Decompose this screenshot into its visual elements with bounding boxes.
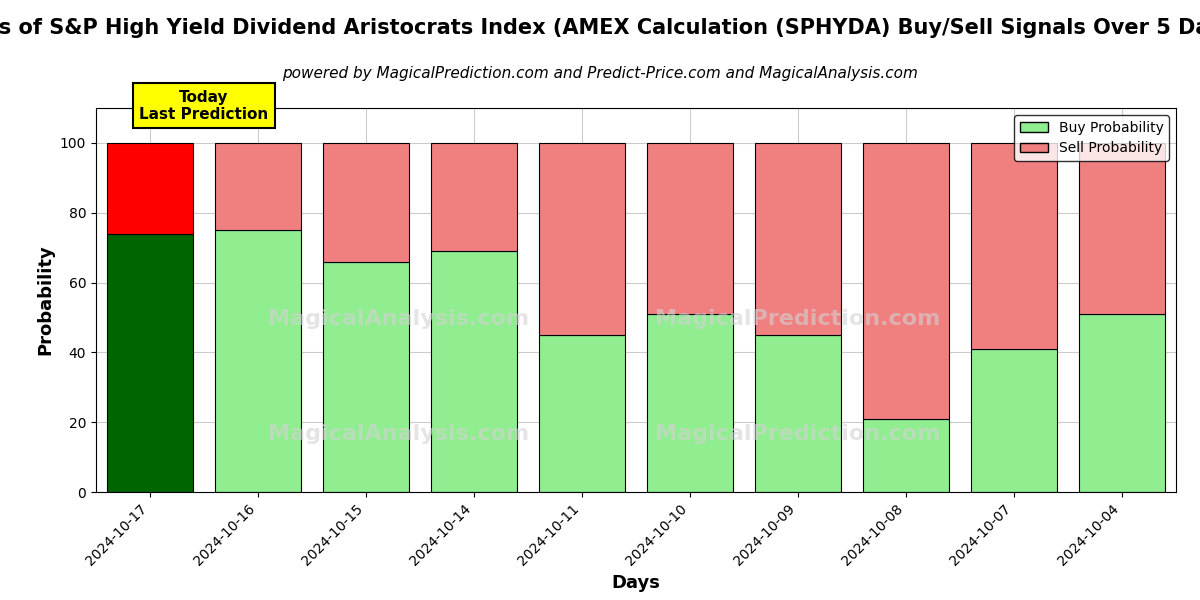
Bar bbox=[215, 230, 301, 492]
Legend: Buy Probability, Sell Probability: Buy Probability, Sell Probability bbox=[1014, 115, 1169, 161]
Text: MagicalPrediction.com: MagicalPrediction.com bbox=[655, 424, 941, 445]
Bar bbox=[431, 251, 517, 492]
Bar bbox=[755, 143, 841, 335]
Bar bbox=[755, 335, 841, 492]
Bar bbox=[215, 143, 301, 230]
X-axis label: Days: Days bbox=[612, 574, 660, 592]
Text: Today
Last Prediction: Today Last Prediction bbox=[139, 89, 269, 122]
Bar bbox=[1079, 143, 1165, 314]
Bar bbox=[431, 143, 517, 251]
Bar bbox=[539, 335, 625, 492]
Bar bbox=[107, 143, 193, 233]
Bar bbox=[647, 314, 733, 492]
Text: powered by MagicalPrediction.com and Predict-Price.com and MagicalAnalysis.com: powered by MagicalPrediction.com and Pre… bbox=[282, 66, 918, 81]
Bar bbox=[1079, 314, 1165, 492]
Bar bbox=[539, 143, 625, 335]
Bar bbox=[323, 262, 409, 492]
Bar bbox=[971, 349, 1057, 492]
Text: MagicalAnalysis.com: MagicalAnalysis.com bbox=[268, 424, 529, 445]
Text: MagicalPrediction.com: MagicalPrediction.com bbox=[655, 309, 941, 329]
Text: Probabilities of S&P High Yield Dividend Aristocrats Index (AMEX Calculation (SP: Probabilities of S&P High Yield Dividend… bbox=[0, 18, 1200, 38]
Bar bbox=[647, 143, 733, 314]
Y-axis label: Probability: Probability bbox=[36, 245, 54, 355]
Bar bbox=[863, 419, 949, 492]
Text: MagicalAnalysis.com: MagicalAnalysis.com bbox=[268, 309, 529, 329]
Bar bbox=[107, 233, 193, 492]
Bar bbox=[971, 143, 1057, 349]
Bar bbox=[323, 143, 409, 262]
Bar bbox=[863, 143, 949, 419]
